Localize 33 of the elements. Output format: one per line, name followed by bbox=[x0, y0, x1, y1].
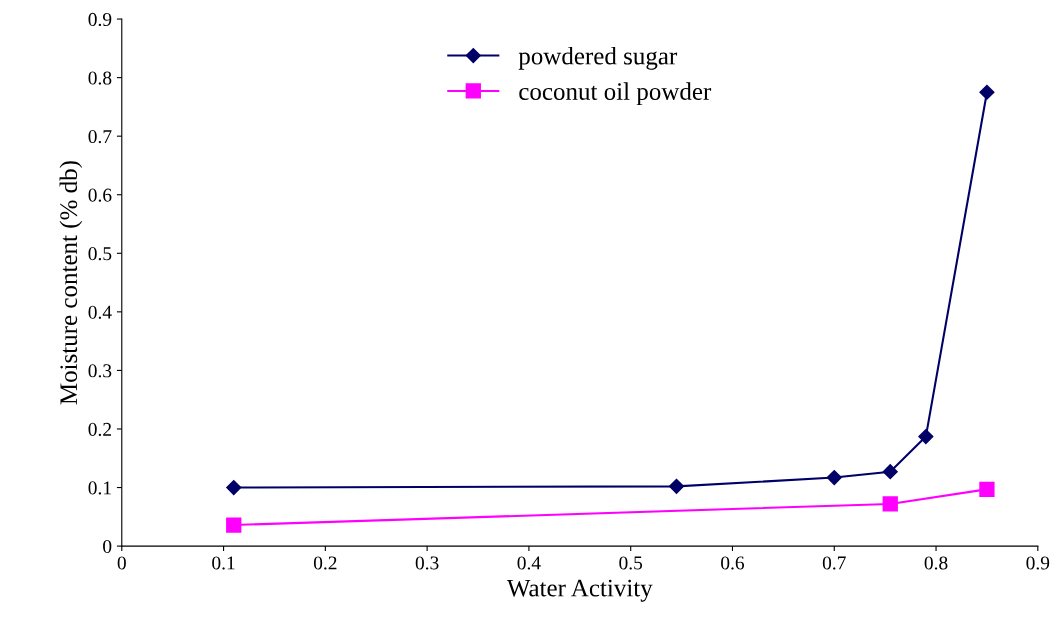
point bbox=[979, 84, 995, 100]
y-tick-label: 0.7 bbox=[88, 129, 112, 144]
point bbox=[226, 517, 242, 533]
point bbox=[979, 481, 995, 497]
x-tick-label: 0 bbox=[117, 556, 126, 570]
x-tick-label: 0.7 bbox=[822, 556, 846, 570]
y-tick-label: 0.9 bbox=[88, 12, 112, 27]
point bbox=[226, 479, 242, 496]
y-axis-title: Moisture content (% db) bbox=[59, 161, 83, 405]
x-tick-label: 0.3 bbox=[415, 556, 439, 570]
x-tick-label: 0.2 bbox=[313, 556, 337, 570]
y-tick-label: 0.3 bbox=[88, 364, 112, 378]
y-tick-label: 0.8 bbox=[88, 71, 112, 85]
y-tick-label: 0.5 bbox=[88, 247, 112, 261]
point bbox=[882, 464, 898, 480]
point bbox=[882, 496, 898, 512]
point bbox=[668, 478, 685, 494]
legend-label: powdered sugar bbox=[518, 46, 678, 70]
y-tick-label: 0.4 bbox=[88, 305, 112, 319]
x-tick-label: 0.4 bbox=[517, 556, 541, 570]
y-tick-label: 0.2 bbox=[88, 422, 111, 436]
y-tick-label: 0 bbox=[103, 539, 112, 554]
x-tick-label: 0.8 bbox=[924, 556, 948, 570]
x-tick-label: 0.9 bbox=[1026, 556, 1050, 570]
x-tick-label: 0.1 bbox=[212, 556, 235, 570]
y-tick-label: 0.6 bbox=[88, 188, 112, 202]
y-tick-label: 0.1 bbox=[88, 481, 111, 495]
point bbox=[826, 470, 842, 486]
point bbox=[918, 429, 934, 445]
x-tick-label: 0.5 bbox=[619, 556, 643, 570]
legend-label: coconut oil powder bbox=[519, 82, 712, 106]
x-tick-label: 0.6 bbox=[721, 556, 745, 570]
x-axis-title: Water Activity bbox=[506, 579, 653, 602]
